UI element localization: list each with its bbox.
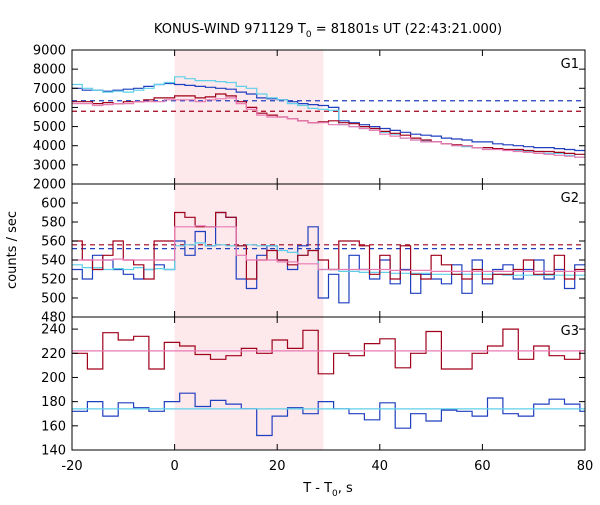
g3-series-2-histogram <box>72 328 585 375</box>
g1-y-tick-label: 2000 <box>33 178 66 193</box>
g2-series-2-histogram <box>72 211 585 280</box>
g1-y-tick-label: 9000 <box>33 44 66 59</box>
g2-y-tick-label: 580 <box>41 216 66 231</box>
x-tick-label: 80 <box>577 459 594 474</box>
x-tick-label: 20 <box>269 459 286 474</box>
g1-y-tick-label: 3000 <box>33 158 66 173</box>
chart-title: KONUS-WIND 971129 T0 = 81801s UT (22:43:… <box>154 22 502 40</box>
x-tick-label: 0 <box>170 459 178 474</box>
y-axis-label: counts / sec <box>5 211 20 289</box>
g2-y-tick-label: 500 <box>41 292 66 307</box>
g3-y-tick-label: 240 <box>41 323 66 338</box>
x-tick-label: 40 <box>372 459 389 474</box>
g2-panel-label: G2 <box>561 191 579 206</box>
g3-y-tick-label: 220 <box>41 347 66 362</box>
g3-y-tick-label: 180 <box>41 395 66 410</box>
plot-layer: 20003000400050006000700080009000G1480500… <box>33 44 593 475</box>
g3-frame <box>71 316 586 451</box>
g1-y-tick-label: 5000 <box>33 120 66 135</box>
g2-series-3-histogram <box>72 225 585 272</box>
g1-y-tick-label: 7000 <box>33 82 66 97</box>
g2-series-0-histogram <box>72 211 585 304</box>
g2-y-tick-label: 600 <box>41 197 66 212</box>
g1-panel-label: G1 <box>561 57 579 72</box>
g3-y-tick-label: 200 <box>41 371 66 386</box>
g3-y-tick-label: 140 <box>41 444 66 459</box>
g2-y-tick-label: 520 <box>41 273 66 288</box>
x-tick-label: 60 <box>474 459 491 474</box>
g1-shaded-interval <box>174 50 324 184</box>
g3-panel-label: G3 <box>561 324 579 339</box>
g3-shaded-interval <box>174 317 324 450</box>
g1-y-tick-label: 8000 <box>33 63 66 78</box>
x-axis-label: T - T0, s <box>302 481 353 499</box>
g1-series-2-histogram <box>72 93 585 155</box>
g1-y-tick-label: 4000 <box>33 139 66 154</box>
g2-y-tick-label: 540 <box>41 254 66 269</box>
g1-frame <box>71 49 586 185</box>
g2-shaded-interval <box>174 184 324 317</box>
g1-y-tick-label: 6000 <box>33 101 66 116</box>
g2-y-tick-label: 480 <box>41 311 66 326</box>
g3-series-0-histogram <box>72 392 585 437</box>
g2-series-1-histogram <box>72 242 585 276</box>
g3-y-tick-label: 160 <box>41 419 66 434</box>
g2-y-tick-label: 560 <box>41 235 66 250</box>
g1-series-0-histogram <box>72 82 585 152</box>
g1-series-3-histogram <box>72 97 585 158</box>
x-tick-label: -20 <box>61 459 82 474</box>
